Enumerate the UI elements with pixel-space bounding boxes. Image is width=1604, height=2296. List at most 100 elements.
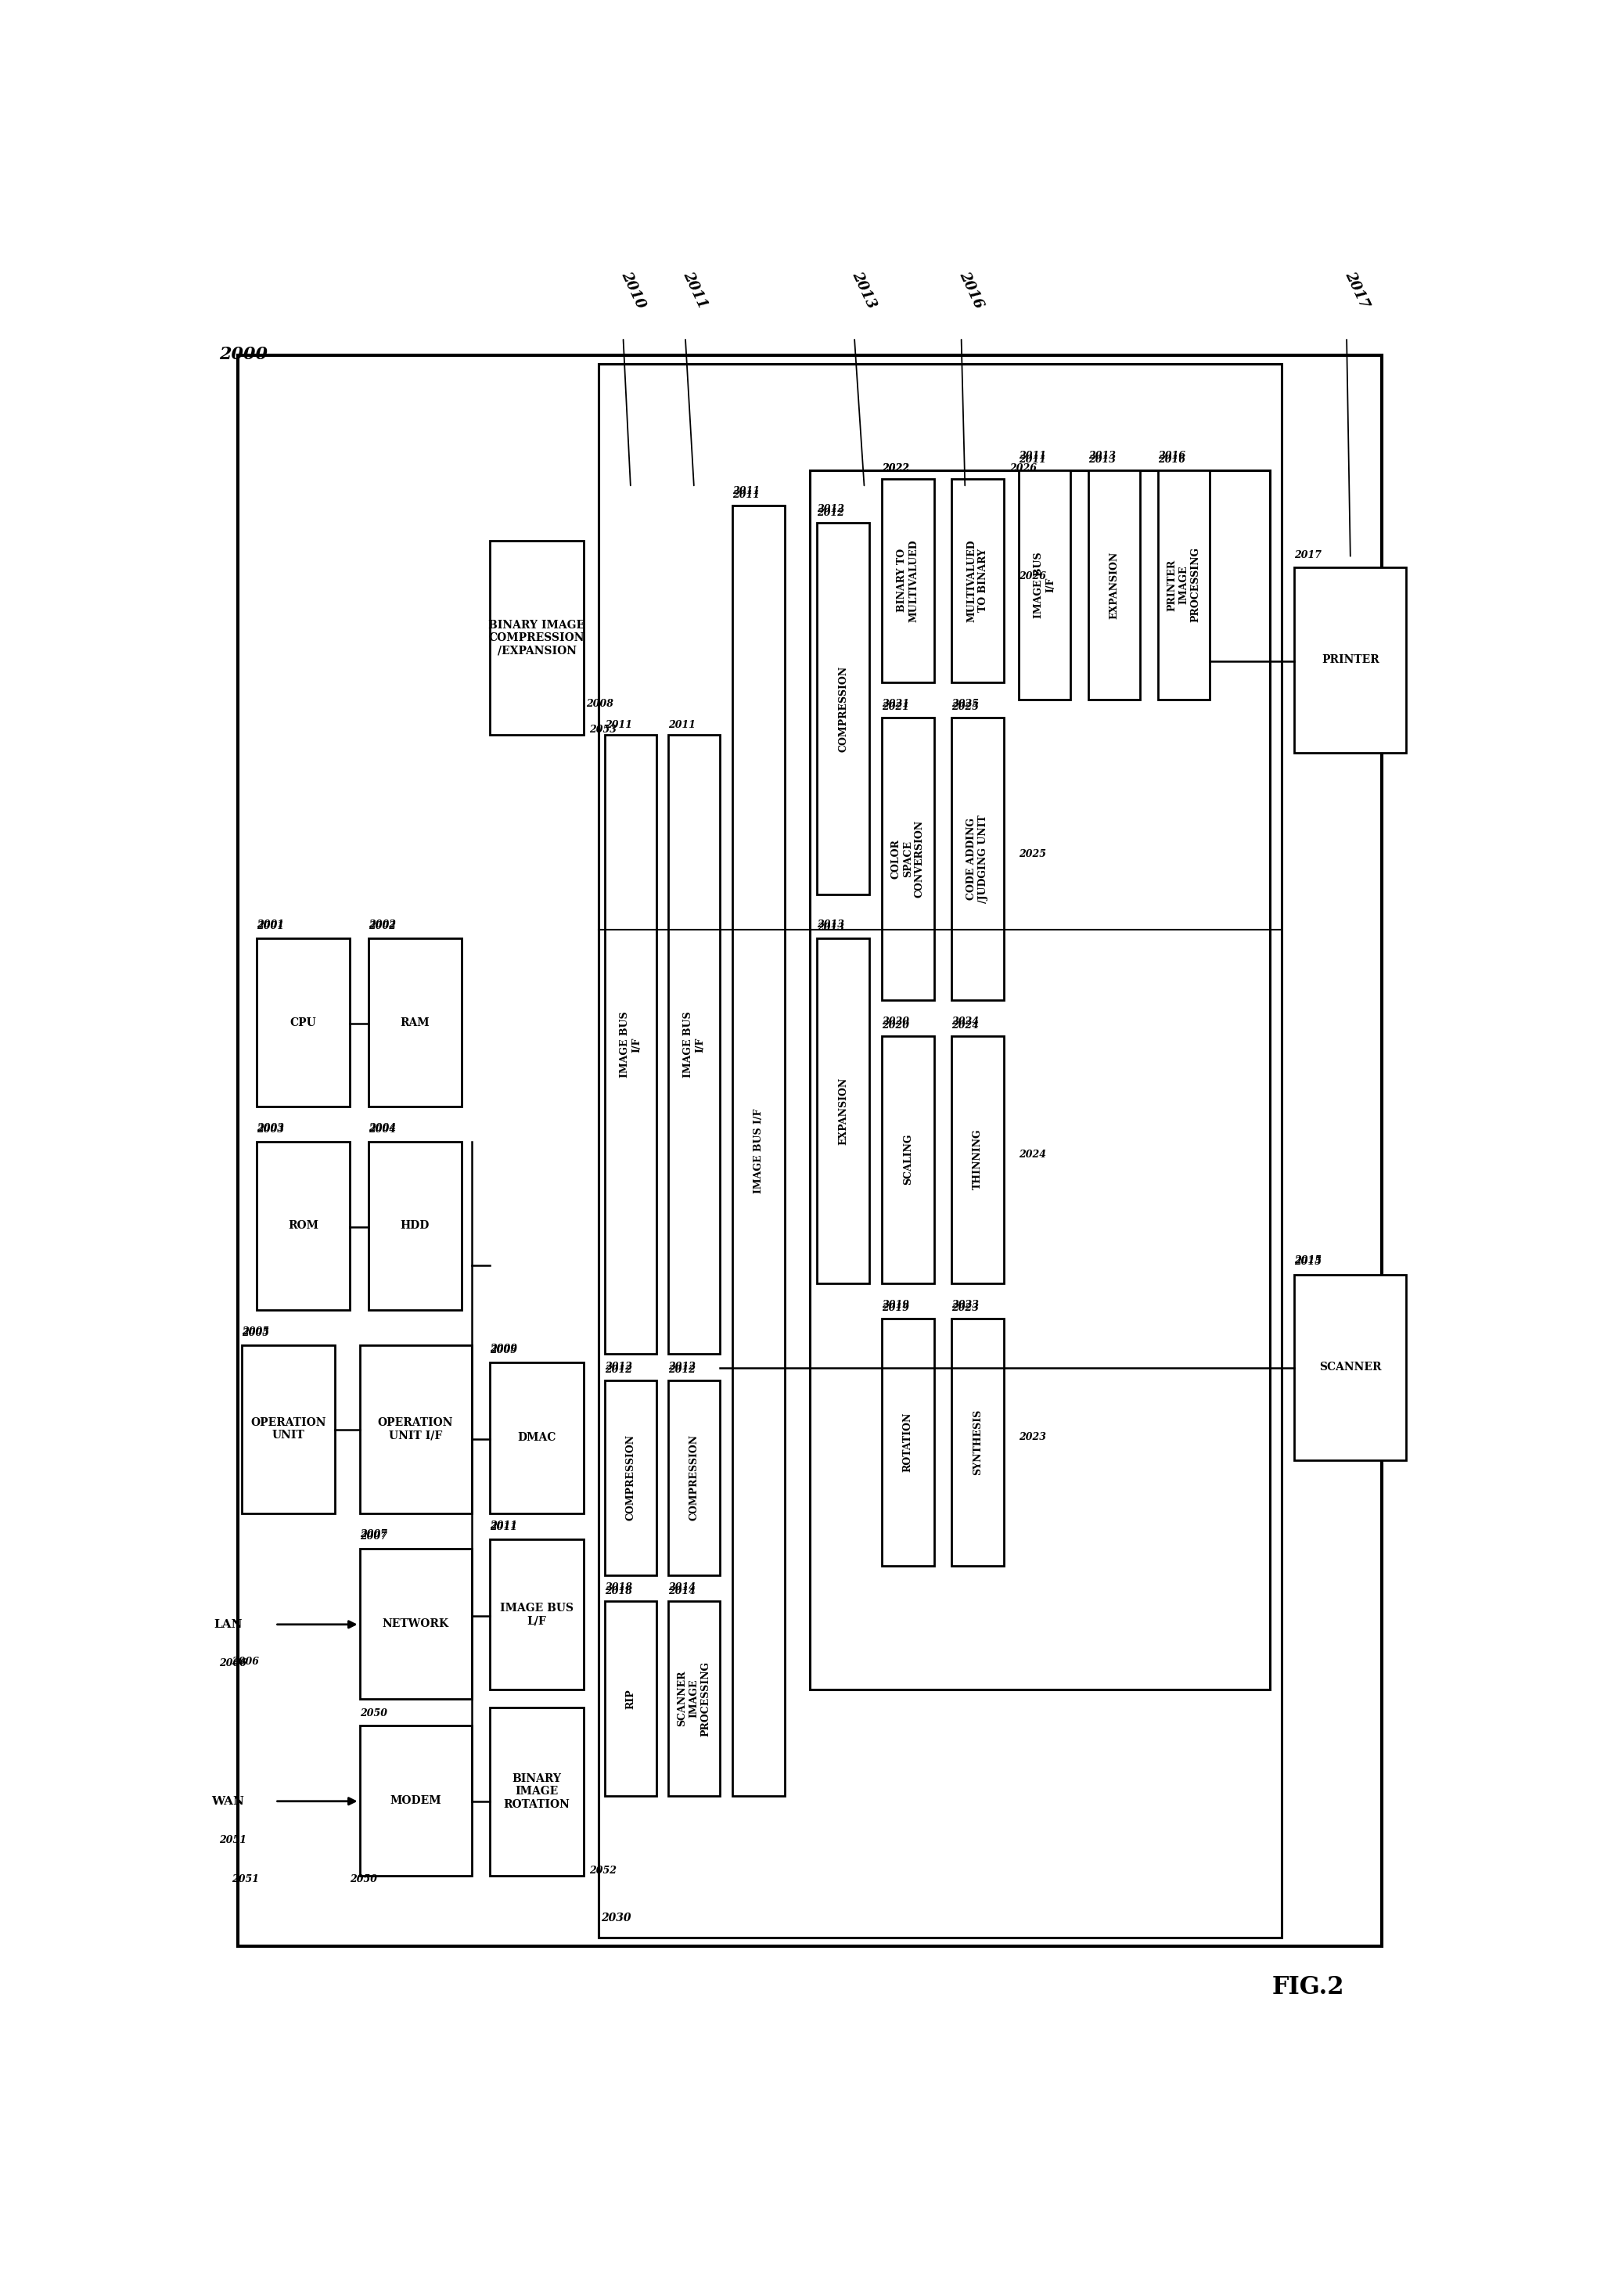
- Text: 2010: 2010: [619, 269, 648, 310]
- Text: 2016: 2016: [956, 269, 986, 310]
- Text: 2025: 2025: [1019, 850, 1046, 859]
- Bar: [605, 735, 656, 1355]
- Bar: [242, 1345, 335, 1513]
- Text: LAN: LAN: [213, 1619, 242, 1630]
- Text: 2011: 2011: [667, 719, 695, 730]
- Bar: [1294, 1274, 1407, 1460]
- Text: 2002: 2002: [369, 918, 396, 930]
- Text: BINARY
IMAGE
ROTATION: BINARY IMAGE ROTATION: [504, 1773, 569, 1809]
- Text: 2007: 2007: [359, 1531, 387, 1541]
- Text: 2004: 2004: [369, 1125, 396, 1134]
- Bar: [1158, 471, 1209, 700]
- Text: 2011: 2011: [733, 487, 760, 496]
- Text: SCANNER
IMAGE
PROCESSING: SCANNER IMAGE PROCESSING: [677, 1660, 711, 1736]
- Text: 2053: 2053: [590, 726, 618, 735]
- Bar: [359, 1345, 472, 1513]
- Text: 2050: 2050: [359, 1708, 387, 1717]
- Text: MULTIVALUED
TO BINARY: MULTIVALUED TO BINARY: [967, 540, 988, 622]
- Bar: [816, 939, 869, 1283]
- Text: 2020: 2020: [882, 1019, 909, 1031]
- Bar: [257, 939, 350, 1107]
- Text: IMAGE BUS
I/F: IMAGE BUS I/F: [683, 1013, 706, 1077]
- Text: 2011: 2011: [1019, 450, 1046, 461]
- Text: SYNTHESIS: SYNTHESIS: [972, 1410, 983, 1476]
- Text: 2019: 2019: [882, 1304, 909, 1313]
- Bar: [359, 1724, 472, 1876]
- Text: ROTATION: ROTATION: [903, 1412, 913, 1472]
- Text: 2005: 2005: [242, 1327, 269, 1336]
- Bar: [257, 1141, 350, 1309]
- Text: 2016: 2016: [1158, 450, 1185, 461]
- Text: 2011: 2011: [1019, 455, 1046, 464]
- Text: 2019: 2019: [882, 1300, 909, 1309]
- Text: 2051: 2051: [231, 1874, 258, 1885]
- Text: 2004: 2004: [369, 1123, 396, 1132]
- Text: 2018: 2018: [605, 1587, 632, 1596]
- Text: 2005: 2005: [242, 1327, 269, 1339]
- Text: 2025: 2025: [951, 703, 978, 712]
- Text: ROM: ROM: [287, 1219, 318, 1231]
- Text: 2026: 2026: [1019, 572, 1046, 581]
- Bar: [810, 471, 1269, 1690]
- Text: EXPANSION: EXPANSION: [1108, 551, 1120, 618]
- Text: SCANNER: SCANNER: [1318, 1362, 1381, 1373]
- Text: 2003: 2003: [257, 1125, 284, 1134]
- Text: 2013: 2013: [850, 269, 879, 310]
- Text: 2024: 2024: [1019, 1150, 1046, 1159]
- Bar: [882, 716, 934, 1001]
- Bar: [882, 480, 934, 682]
- Text: COLOR
SPACE
CONVERSION: COLOR SPACE CONVERSION: [890, 820, 924, 898]
- Text: 2025: 2025: [951, 698, 978, 709]
- Text: 2022: 2022: [882, 464, 909, 473]
- Bar: [1088, 471, 1140, 700]
- Text: HDD: HDD: [401, 1219, 430, 1231]
- Text: 2006: 2006: [231, 1658, 258, 1667]
- Bar: [491, 1541, 584, 1690]
- Text: 2013: 2013: [816, 923, 844, 932]
- Text: PRINTER
IMAGE
PROCESSING: PRINTER IMAGE PROCESSING: [1168, 546, 1201, 622]
- Text: 2015: 2015: [1294, 1256, 1322, 1265]
- Text: OPERATION
UNIT I/F: OPERATION UNIT I/F: [379, 1417, 454, 1442]
- Text: RAM: RAM: [401, 1017, 430, 1029]
- Text: 2023: 2023: [951, 1304, 978, 1313]
- Text: 2030: 2030: [602, 1913, 630, 1924]
- Text: COMPRESSION: COMPRESSION: [690, 1435, 699, 1520]
- Text: 2001: 2001: [257, 921, 284, 932]
- Text: 2014: 2014: [667, 1582, 695, 1593]
- Text: BINARY TO
MULTIVALUED: BINARY TO MULTIVALUED: [897, 540, 919, 622]
- Text: FIG.2: FIG.2: [1272, 1975, 1344, 2000]
- Text: CPU: CPU: [290, 1017, 316, 1029]
- Text: 2012: 2012: [605, 1366, 632, 1375]
- Bar: [491, 540, 584, 735]
- Text: 2003: 2003: [257, 1123, 284, 1132]
- Bar: [1294, 567, 1407, 753]
- Text: 2024: 2024: [951, 1019, 978, 1031]
- Text: OPERATION
UNIT: OPERATION UNIT: [250, 1417, 326, 1442]
- Bar: [951, 1318, 1004, 1566]
- Text: WAN: WAN: [212, 1795, 244, 1807]
- Bar: [359, 1548, 472, 1699]
- Text: 2008: 2008: [585, 698, 613, 709]
- Text: IMAGE BUS I/F: IMAGE BUS I/F: [754, 1109, 764, 1194]
- Text: 2012: 2012: [605, 1362, 632, 1371]
- Text: 2011: 2011: [680, 269, 711, 310]
- Text: 2017: 2017: [1294, 551, 1322, 560]
- Bar: [733, 505, 784, 1795]
- Text: 2014: 2014: [667, 1587, 695, 1596]
- Text: 2052: 2052: [590, 1864, 618, 1876]
- Bar: [369, 1141, 462, 1309]
- Text: 2007: 2007: [359, 1529, 387, 1541]
- Text: 2021: 2021: [882, 698, 909, 709]
- Text: EXPANSION: EXPANSION: [839, 1077, 849, 1146]
- Text: CODE ADDING
/JUDGING UNIT: CODE ADDING /JUDGING UNIT: [967, 815, 988, 902]
- Bar: [369, 939, 462, 1107]
- Bar: [605, 1603, 656, 1795]
- Text: 2017: 2017: [1343, 269, 1371, 310]
- Text: SCALING: SCALING: [903, 1134, 913, 1185]
- Text: 2015: 2015: [1294, 1258, 1322, 1267]
- Text: 2024: 2024: [951, 1017, 978, 1026]
- Text: 2013: 2013: [1088, 455, 1115, 464]
- Bar: [491, 1364, 584, 1513]
- Text: IMAGE BUS
I/F: IMAGE BUS I/F: [1033, 551, 1055, 618]
- Text: 2009: 2009: [491, 1345, 518, 1355]
